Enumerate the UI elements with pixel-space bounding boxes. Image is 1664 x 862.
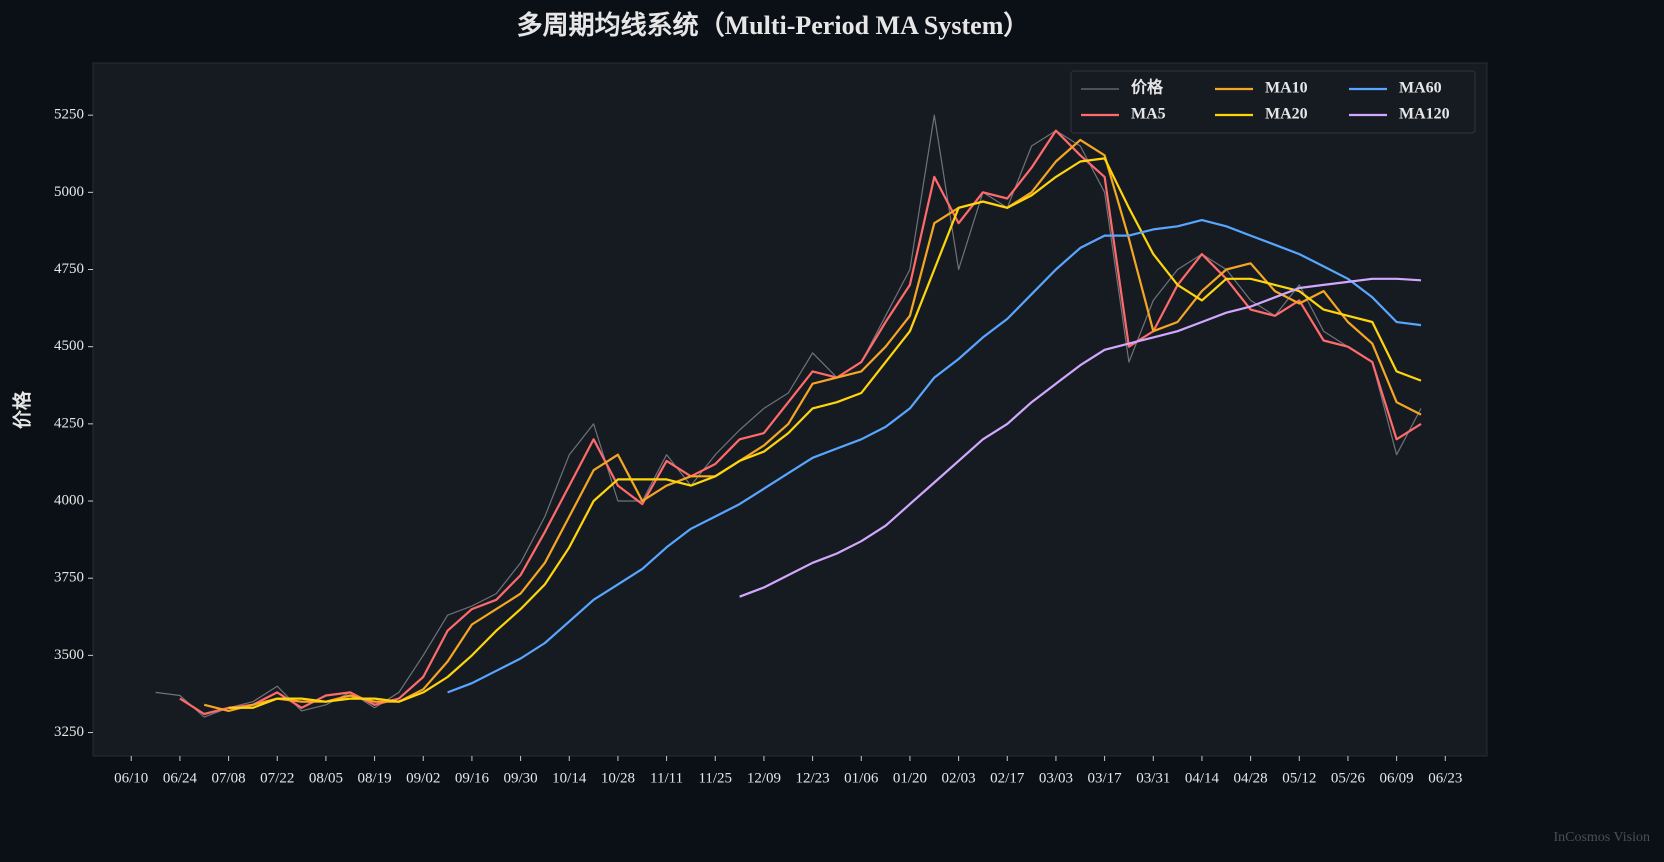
x-tick-label: 04/14 — [1185, 770, 1220, 786]
x-tick-label: 03/03 — [1039, 770, 1073, 786]
x-tick-label: 06/09 — [1380, 770, 1414, 786]
y-tick-label: 4000 — [54, 492, 84, 508]
x-tick-label: 08/19 — [357, 770, 391, 786]
series-line — [155, 114, 1422, 718]
x-tick-label: 03/17 — [1088, 770, 1123, 786]
x-tick-label: 02/03 — [942, 770, 976, 786]
x-tick-label: 09/16 — [455, 770, 490, 786]
x-tick-label: 03/31 — [1136, 770, 1170, 786]
x-tick-label: 12/23 — [796, 770, 830, 786]
x-tick-label: 04/28 — [1234, 770, 1268, 786]
x-tick-label: 07/22 — [260, 770, 294, 786]
y-tick-label: 3750 — [54, 570, 84, 586]
y-tick-label: 3250 — [54, 724, 84, 740]
y-tick-label: 3500 — [54, 647, 84, 663]
chart-title: 多周期均线系统（Multi-Period MA System） — [517, 10, 1030, 40]
y-tick-label: 4750 — [54, 261, 84, 277]
y-tick-label: 5000 — [54, 184, 84, 200]
x-tick-label: 11/25 — [698, 770, 732, 786]
x-tick-label: 06/23 — [1428, 770, 1462, 786]
x-tick-label: 10/14 — [552, 770, 587, 786]
x-tick-label: 06/24 — [163, 770, 198, 786]
x-tick-label: 06/10 — [114, 770, 148, 786]
y-tick-label: 5250 — [54, 107, 84, 123]
y-axis-label: 价格 — [10, 390, 33, 429]
legend-label: MA60 — [1399, 80, 1442, 97]
x-tick-label: 01/06 — [844, 770, 879, 786]
y-tick-label: 4500 — [54, 338, 84, 354]
series-line — [228, 157, 1422, 709]
legend-label: MA5 — [1131, 106, 1166, 123]
x-tick-label: 05/12 — [1282, 770, 1316, 786]
legend-box — [1070, 70, 1476, 134]
legend-label: MA10 — [1265, 80, 1308, 97]
x-tick-label: 09/02 — [406, 770, 440, 786]
x-tick-label: 07/08 — [211, 770, 245, 786]
x-tick-label: 08/05 — [309, 770, 343, 786]
x-tick-label: 05/26 — [1331, 770, 1366, 786]
series-line — [739, 277, 1422, 598]
plot-area — [92, 62, 1488, 757]
x-tick-label: 12/09 — [747, 770, 781, 786]
x-tick-label: 02/17 — [990, 770, 1025, 786]
watermark: InCosmos Vision — [1553, 830, 1650, 845]
x-tick-label: 11/11 — [650, 770, 683, 786]
x-tick-label: 01/20 — [893, 770, 927, 786]
legend-label: MA120 — [1399, 106, 1450, 123]
legend-label: MA20 — [1265, 106, 1308, 123]
series-line — [447, 219, 1422, 694]
y-tick-label: 4250 — [54, 415, 84, 431]
x-tick-label: 09/30 — [504, 770, 538, 786]
x-tick-label: 10/28 — [601, 770, 635, 786]
legend-label: 价格 — [1131, 78, 1164, 97]
